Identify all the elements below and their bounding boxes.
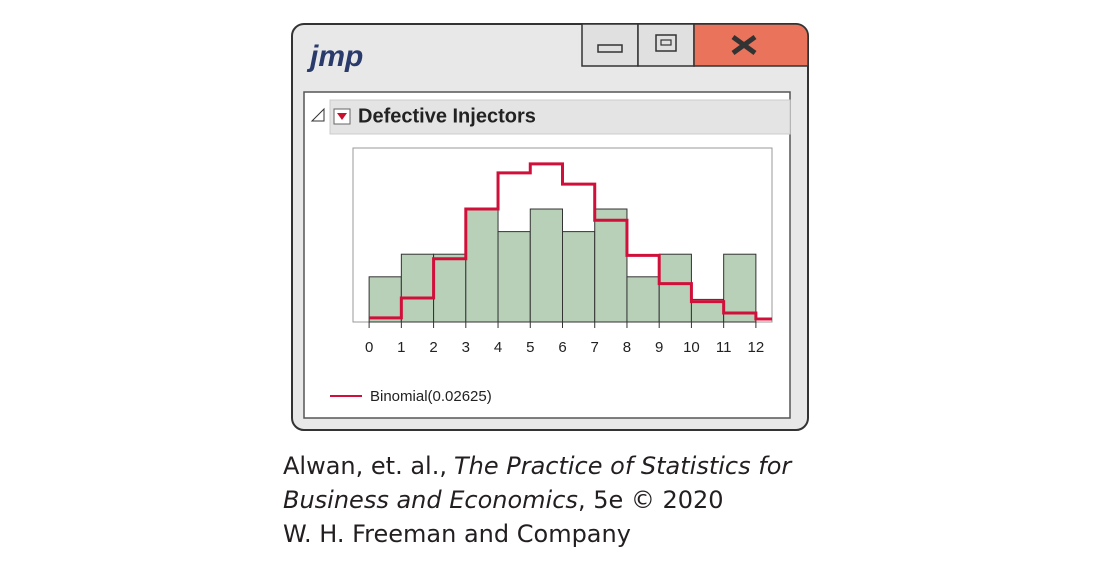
bar (723, 253, 757, 323)
panel-header (329, 99, 791, 135)
bar (465, 208, 499, 323)
caption-segment: The Practice of Statistics for (454, 452, 793, 480)
close-icon (731, 34, 757, 56)
maximize-icon (655, 34, 677, 52)
close-button[interactable] (693, 23, 809, 67)
x-tick-label: 4 (494, 339, 502, 356)
fit-line (369, 162, 772, 321)
legend-label: Binomial(0.02625) (370, 388, 492, 405)
x-tick-label: 3 (462, 339, 470, 356)
caption-segment: , 5e © 2020 (578, 486, 724, 514)
caption-line: W. H. Freeman and Company (283, 520, 631, 548)
x-tick-label: 7 (591, 339, 599, 356)
x-tick-label: 5 (526, 339, 534, 356)
x-tick-label: 6 (558, 339, 566, 356)
bar (658, 253, 692, 323)
x-tick-label: 11 (716, 339, 732, 356)
bar (626, 276, 660, 323)
caption-line: Alwan, et. al., The Practice of Statistic… (283, 452, 793, 480)
bar (368, 276, 402, 323)
x-tick-label: 9 (655, 339, 663, 356)
bar (497, 231, 531, 323)
x-tick-label: 2 (429, 339, 437, 356)
caption-line: Business and Economics, 5e © 2020 (283, 486, 724, 514)
bar (529, 208, 563, 323)
bar (400, 253, 435, 323)
window-buttons (581, 23, 809, 67)
caption-segment: Alwan, et. al., (283, 452, 447, 480)
menu-arrow (337, 113, 347, 120)
bar (594, 208, 628, 323)
caption: Alwan, et. al., The Practice of Statistic… (283, 452, 793, 548)
x-tick-label: 0 (365, 339, 373, 356)
bar (433, 253, 467, 323)
plot: 0 1 2 3 4 5 6 7 8 9 10 11 12 (365, 162, 772, 356)
maximize-icon-inner (660, 39, 672, 46)
bar (562, 231, 596, 323)
x-tick-label: 1 (397, 339, 405, 356)
x-tick-label: 8 (623, 339, 631, 356)
panel-title: Defective Injectors (358, 105, 536, 127)
x-tick-label: 12 (748, 339, 765, 356)
x-tick-label: 10 (683, 339, 700, 356)
logo: jmp (306, 40, 363, 73)
caption-segment: W. H. Freeman and Company (283, 520, 631, 548)
caption-segment: Business and Economics (283, 486, 578, 514)
disclosure-icon[interactable] (310, 107, 325, 122)
minimize-icon (597, 44, 623, 53)
